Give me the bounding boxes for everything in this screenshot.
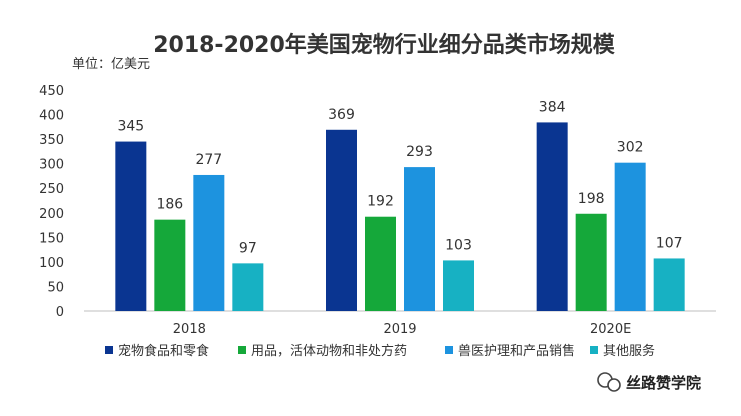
legend-label: 兽医护理和产品销售 [458, 343, 575, 359]
watermark: 丝路赞学院 [597, 372, 701, 392]
x-axis: 2018 2019 2020E [84, 310, 716, 337]
y-tick-label: 300 [39, 158, 64, 173]
bar [232, 263, 264, 311]
x-tick-label: 2019 [383, 322, 416, 337]
y-tick-label: 200 [39, 207, 64, 222]
bar [365, 216, 396, 311]
y-axis: 0 50 100 150 200 250 300 350 400 450 [39, 84, 64, 320]
legend-label: 宠物食品和零食 [118, 343, 209, 359]
x-tick-label: 2018 [173, 322, 206, 337]
legend-swatch [590, 346, 598, 354]
data-label: 293 [406, 144, 433, 160]
data-label: 107 [656, 235, 683, 251]
data-label: 277 [195, 152, 222, 168]
data-label: 198 [578, 191, 605, 207]
bar-series: 345 186 277 97 369 192 293 103 384 198 302 107 [115, 99, 685, 311]
y-tick-label: 100 [39, 256, 64, 271]
bar [443, 260, 474, 311]
data-label: 186 [156, 197, 183, 213]
data-label: 345 [117, 119, 144, 135]
bar [404, 167, 435, 311]
y-tick-label: 400 [39, 109, 64, 124]
data-label: 302 [617, 140, 644, 156]
wechat-logo-icon [597, 372, 621, 392]
bar [614, 162, 646, 311]
y-tick-label: 0 [56, 305, 64, 320]
legend-swatch [238, 346, 246, 354]
data-label: 384 [539, 99, 566, 115]
y-tick-label: 450 [39, 84, 64, 99]
legend-swatch [105, 346, 113, 354]
bar [536, 122, 568, 311]
bar [575, 213, 607, 311]
y-tick-label: 150 [39, 231, 64, 246]
x-tick-label: 2020E [590, 322, 631, 337]
data-label: 103 [445, 237, 472, 253]
data-label: 369 [328, 107, 355, 123]
watermark-text: 丝路赞学院 [626, 374, 701, 392]
legend-label: 其他服务 [603, 343, 655, 359]
y-tick-label: 50 [47, 280, 64, 295]
data-label: 192 [367, 194, 394, 210]
bar [154, 219, 186, 311]
bar [326, 129, 357, 311]
bar [193, 174, 225, 311]
data-label: 97 [239, 240, 257, 256]
legend: 宠物食品和零食 用品，活体动物和非处方药 兽医护理和产品销售 其他服务 [105, 343, 655, 359]
unit-label: 单位：亿美元 [72, 57, 150, 72]
y-tick-label: 250 [39, 182, 64, 197]
y-tick-label: 350 [39, 133, 64, 148]
bar [653, 258, 685, 311]
bar [115, 141, 147, 311]
legend-swatch [445, 346, 453, 354]
chart-title: 2018-2020年美国宠物行业细分品类市场规模 [153, 32, 616, 58]
legend-label: 用品，活体动物和非处方药 [251, 343, 407, 359]
